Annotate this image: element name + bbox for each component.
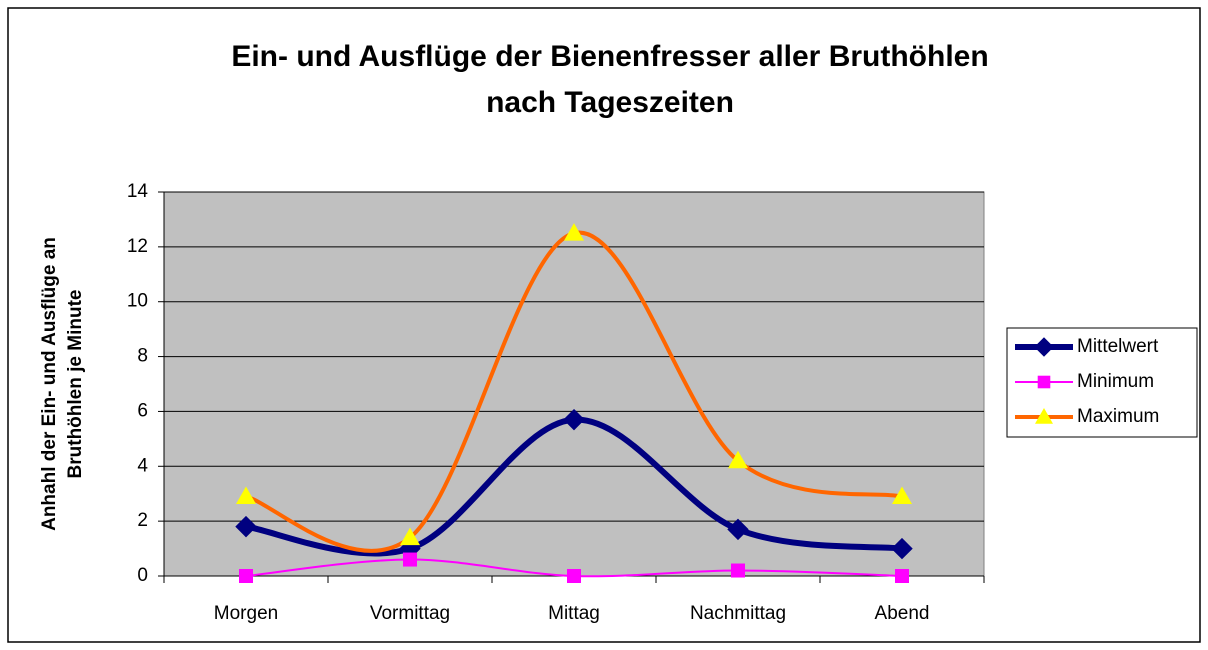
marker xyxy=(895,569,909,583)
y-tick-label: 12 xyxy=(127,236,148,257)
y-tick-label: 8 xyxy=(137,346,148,367)
legend-label: Mittelwert xyxy=(1077,336,1159,357)
legend-label: Minimum xyxy=(1077,371,1154,392)
marker xyxy=(236,486,256,504)
x-tick-label: Mittag xyxy=(548,603,600,624)
marker xyxy=(403,552,417,567)
marker xyxy=(400,527,420,546)
plot-area xyxy=(163,191,985,577)
marker xyxy=(235,515,257,538)
x-tick-label: Morgen xyxy=(214,603,278,624)
x-tick-label: Abend xyxy=(875,603,930,624)
marker xyxy=(727,518,749,541)
y-tick-label: 4 xyxy=(137,455,148,476)
chart-title: Ein- und Ausflüge der Bienenfresser alle… xyxy=(231,40,988,73)
marker xyxy=(728,450,748,469)
y-tick-label: 2 xyxy=(137,510,148,531)
marker xyxy=(1037,375,1051,389)
y-axis-label: Anhahl der Ein- und Ausflüge an xyxy=(39,237,60,531)
chart-title: nach Tageszeiten xyxy=(486,86,734,119)
y-tick-label: 10 xyxy=(127,291,148,312)
marker xyxy=(567,569,581,583)
marker xyxy=(731,563,745,578)
y-tick-label: 14 xyxy=(127,181,149,202)
marker xyxy=(564,223,584,241)
marker xyxy=(1035,408,1053,424)
y-axis-label: Bruthöhlen je Minute xyxy=(65,290,86,479)
y-tick-label: 0 xyxy=(137,565,148,586)
marker xyxy=(892,486,912,504)
x-tick-label: Vormittag xyxy=(370,603,450,624)
marker xyxy=(563,408,585,431)
marker xyxy=(239,569,253,583)
legend-label: Maximum xyxy=(1077,406,1159,427)
y-tick-label: 6 xyxy=(137,400,148,421)
marker xyxy=(891,537,913,560)
marker xyxy=(1034,337,1054,357)
x-tick-label: Nachmittag xyxy=(690,603,786,624)
